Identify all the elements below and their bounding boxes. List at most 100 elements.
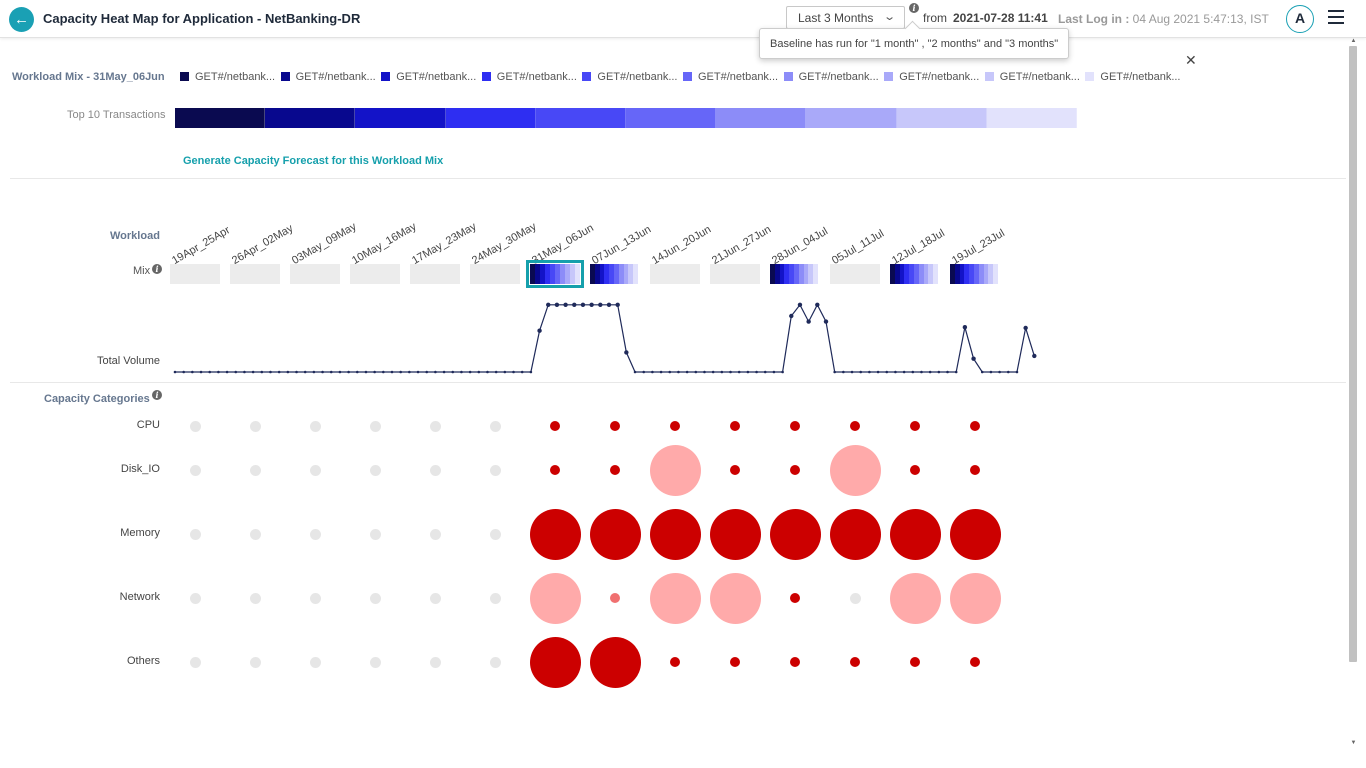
volume-point[interactable] (694, 370, 698, 374)
volume-point[interactable] (806, 319, 811, 324)
volume-point[interactable] (303, 370, 307, 374)
capacity-bubble[interactable] (369, 464, 381, 476)
capacity-bubble[interactable] (970, 465, 980, 475)
scroll-up-icon[interactable]: ▲ (1350, 38, 1357, 44)
volume-point[interactable] (390, 370, 394, 374)
capacity-info-icon[interactable]: i (152, 390, 162, 400)
capacity-bubble[interactable] (189, 528, 201, 540)
capacity-bubble[interactable] (949, 508, 1001, 560)
workload-mix-cell[interactable] (350, 264, 400, 284)
volume-point[interactable] (494, 370, 498, 374)
volume-point[interactable] (425, 370, 429, 374)
volume-point[interactable] (797, 302, 803, 307)
capacity-bubble[interactable] (249, 464, 261, 476)
workload-mix-cell[interactable] (770, 264, 818, 284)
volume-point[interactable] (980, 370, 984, 374)
mix-info-icon[interactable]: i (152, 264, 162, 274)
volume-point[interactable] (477, 370, 481, 374)
volume-point[interactable] (243, 370, 246, 374)
workload-mix-cell[interactable] (290, 264, 340, 284)
volume-point[interactable] (355, 370, 359, 374)
workload-mix-cell[interactable] (950, 264, 998, 284)
capacity-bubble[interactable] (249, 420, 261, 432)
capacity-bubble[interactable] (709, 572, 761, 624)
volume-point[interactable] (937, 370, 941, 374)
volume-point[interactable] (954, 370, 958, 374)
volume-point[interactable] (399, 370, 402, 374)
volume-point[interactable] (633, 370, 637, 374)
workload-mix-cell[interactable] (650, 264, 700, 284)
workload-mix-cell[interactable] (590, 264, 638, 284)
capacity-bubble[interactable] (730, 465, 740, 475)
volume-point[interactable] (580, 302, 586, 307)
volume-point[interactable] (546, 302, 551, 307)
capacity-bubble[interactable] (850, 657, 860, 667)
volume-point[interactable] (859, 370, 863, 374)
capacity-bubble[interactable] (910, 657, 920, 667)
capacity-bubble[interactable] (309, 528, 321, 540)
top10-segment[interactable] (986, 108, 1077, 128)
capacity-bubble[interactable] (429, 528, 441, 540)
capacity-bubble[interactable] (850, 421, 860, 431)
volume-point[interactable] (589, 302, 594, 307)
workload-mix-cell[interactable] (470, 264, 520, 284)
legend-item[interactable]: GET#/netbank... (481, 71, 577, 83)
user-avatar[interactable]: A (1286, 5, 1314, 33)
volume-point[interactable] (512, 370, 515, 374)
volume-point[interactable] (962, 325, 968, 330)
top10-segment[interactable] (716, 108, 807, 128)
volume-point[interactable] (746, 370, 750, 374)
volume-point[interactable] (277, 370, 281, 374)
capacity-bubble[interactable] (610, 593, 620, 603)
workload-mix-cell[interactable] (710, 264, 760, 284)
top10-segment[interactable] (265, 108, 356, 128)
capacity-bubble[interactable] (429, 420, 441, 432)
volume-point[interactable] (503, 370, 507, 374)
capacity-bubble[interactable] (309, 420, 321, 432)
legend-item[interactable]: GET#/netbank... (280, 71, 376, 83)
volume-point[interactable] (416, 370, 420, 374)
volume-point[interactable] (554, 302, 560, 307)
volume-point[interactable] (1023, 325, 1028, 331)
volume-point[interactable] (946, 370, 949, 374)
volume-point[interactable] (347, 370, 350, 374)
top10-segment[interactable] (175, 108, 266, 128)
volume-point[interactable] (928, 370, 932, 374)
volume-point[interactable] (971, 356, 976, 361)
capacity-bubble[interactable] (829, 444, 881, 496)
capacity-bubble[interactable] (189, 592, 201, 604)
volume-point[interactable] (989, 370, 993, 374)
volume-point[interactable] (451, 370, 455, 374)
volume-point[interactable] (598, 302, 603, 307)
volume-point[interactable] (876, 370, 880, 374)
capacity-bubble[interactable] (670, 421, 680, 431)
capacity-bubble[interactable] (730, 421, 740, 431)
volume-point[interactable] (442, 370, 446, 374)
volume-point[interactable] (1006, 370, 1010, 374)
capacity-bubble[interactable] (790, 421, 800, 431)
volume-point[interactable] (677, 370, 680, 374)
volume-point[interactable] (217, 370, 220, 374)
capacity-bubble[interactable] (429, 656, 441, 668)
volume-point[interactable] (998, 370, 1001, 374)
capacity-bubble[interactable] (790, 465, 800, 475)
legend-item[interactable]: GET#/netbank... (1085, 71, 1181, 83)
volume-point[interactable] (894, 370, 897, 374)
volume-point[interactable] (615, 302, 620, 307)
top10-segment[interactable] (806, 108, 897, 128)
volume-point[interactable] (529, 370, 533, 374)
legend-item[interactable]: GET#/netbank... (884, 71, 979, 83)
volume-point[interactable] (868, 370, 871, 374)
legend-item[interactable]: GET#/netbank... (683, 71, 778, 83)
volume-point[interactable] (373, 370, 376, 374)
volume-point[interactable] (269, 370, 272, 374)
volume-point[interactable] (842, 370, 845, 374)
capacity-bubble[interactable] (649, 444, 701, 496)
volume-point[interactable] (833, 370, 836, 374)
top10-segment[interactable] (445, 108, 536, 128)
capacity-bubble[interactable] (649, 508, 701, 560)
legend-item[interactable]: GET#/netbank... (783, 71, 879, 83)
capacity-bubble[interactable] (429, 464, 441, 476)
volume-point[interactable] (329, 370, 333, 374)
capacity-bubble[interactable] (910, 465, 920, 475)
